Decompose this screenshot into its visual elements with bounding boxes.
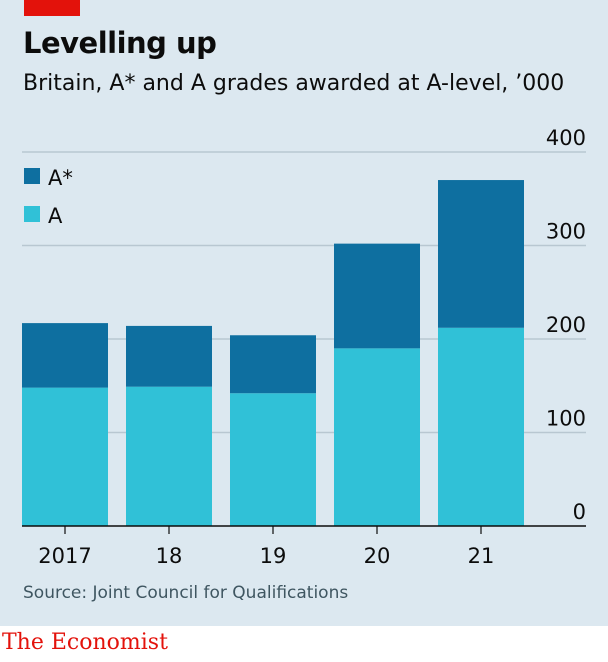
bar-a xyxy=(438,327,524,526)
bar-a xyxy=(126,386,212,526)
brand-red-tag xyxy=(24,0,80,16)
chart-title: Levelling up xyxy=(23,26,217,60)
y-tick-label: 100 xyxy=(546,407,586,431)
bar-a xyxy=(230,393,316,526)
x-tick-label: 20 xyxy=(364,544,391,568)
bars xyxy=(22,180,524,526)
bar-a-star xyxy=(334,243,420,349)
economist-logo: The Economist xyxy=(2,630,168,655)
stacked-bar-chart: 0 100 200 300 400 2017 18 19 20 21 A* A xyxy=(22,126,586,568)
x-tick-label: 21 xyxy=(468,544,495,568)
legend-swatch xyxy=(24,168,40,184)
bar-a xyxy=(22,387,108,526)
x-tick-label: 18 xyxy=(156,544,183,568)
legend-label: A* xyxy=(48,166,73,190)
legend-swatch xyxy=(24,206,40,222)
bar-a-star xyxy=(438,180,524,328)
bar-a-star xyxy=(126,325,212,387)
x-tick-label: 19 xyxy=(260,544,287,568)
bar-a xyxy=(334,348,420,526)
legend: A* A xyxy=(24,166,73,228)
y-tick-label: 200 xyxy=(546,313,586,337)
x-tick-label: 2017 xyxy=(38,544,91,568)
y-tick-label: 300 xyxy=(546,220,586,244)
y-tick-label: 400 xyxy=(546,126,586,150)
legend-label: A xyxy=(48,204,63,228)
axes: 0 100 200 300 400 2017 18 19 20 21 xyxy=(22,126,586,568)
y-tick-label: 0 xyxy=(573,500,586,524)
chart-subtitle: Britain, A* and A grades awarded at A-le… xyxy=(23,71,565,96)
bar-a-star xyxy=(230,335,316,394)
source-note: Source: Joint Council for Qualifications xyxy=(23,583,349,603)
bar-a-star xyxy=(22,323,108,388)
